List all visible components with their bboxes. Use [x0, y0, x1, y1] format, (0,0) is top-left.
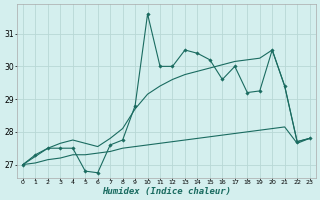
- X-axis label: Humidex (Indice chaleur): Humidex (Indice chaleur): [102, 187, 231, 196]
